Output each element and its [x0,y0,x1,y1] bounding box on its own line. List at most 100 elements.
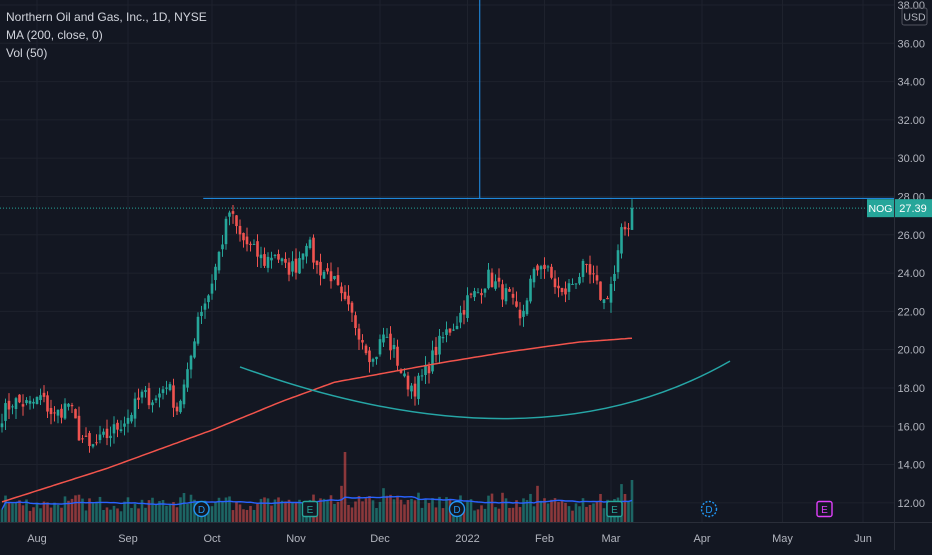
candle[interactable] [172,378,175,417]
candle[interactable] [410,383,413,399]
candle[interactable] [378,334,382,357]
currency-box[interactable] [901,7,928,26]
candle[interactable] [546,264,550,272]
earnings-marker[interactable]: E [606,500,623,518]
candle[interactable] [133,392,137,428]
candle[interactable] [385,328,389,338]
candle[interactable] [42,385,46,403]
candle[interactable] [46,391,49,419]
candle[interactable] [88,430,91,453]
candle[interactable] [448,328,452,336]
candle[interactable] [200,305,203,324]
candle[interactable] [553,270,557,294]
candle[interactable] [375,356,378,365]
candle[interactable] [564,281,567,303]
candle[interactable] [382,327,385,348]
dividend-marker[interactable]: D [700,500,718,518]
candle[interactable] [343,285,347,301]
candle[interactable] [266,252,270,273]
candle[interactable] [154,395,158,403]
candle[interactable] [497,268,501,288]
candle[interactable] [312,234,315,270]
candle[interactable] [399,368,403,374]
candle[interactable] [7,393,11,420]
candle[interactable] [455,316,459,330]
candle[interactable] [210,274,214,300]
candle[interactable] [350,300,354,322]
candle[interactable] [11,404,14,415]
candle[interactable] [424,356,427,384]
candle[interactable] [84,427,88,437]
candle[interactable] [392,337,396,358]
candle[interactable] [231,204,235,224]
candle[interactable] [259,246,263,269]
candle[interactable] [522,304,525,327]
candle[interactable] [130,412,133,424]
candle[interactable] [595,265,599,285]
candle[interactable] [368,347,371,373]
earnings-marker[interactable]: E [301,500,319,518]
candle[interactable] [326,263,329,275]
candle[interactable] [158,387,161,408]
candle[interactable] [627,222,630,237]
candle[interactable] [578,272,581,286]
candle[interactable] [389,326,392,360]
candle[interactable] [245,227,249,252]
candle[interactable] [487,263,490,290]
candle[interactable] [494,274,497,291]
candle[interactable] [21,394,25,416]
candle[interactable] [238,219,242,242]
candle[interactable] [592,265,595,284]
candle[interactable] [119,420,123,433]
candle[interactable] [56,409,60,424]
candle[interactable] [462,300,466,325]
candle[interactable] [319,253,322,286]
candle[interactable] [308,236,312,250]
candle[interactable] [438,329,441,364]
candle[interactable] [165,380,168,395]
candle[interactable] [217,250,221,274]
candle[interactable] [406,371,410,397]
candle[interactable] [161,385,165,400]
candle[interactable] [417,372,420,405]
candle[interactable] [137,388,140,410]
candle[interactable] [189,354,193,379]
candle[interactable] [539,264,543,280]
candle[interactable] [623,221,627,236]
candle[interactable] [441,331,445,343]
candle[interactable] [147,382,151,410]
candle[interactable] [186,362,189,392]
candle[interactable] [112,416,116,444]
candle[interactable] [291,251,294,277]
candle[interactable] [0,413,4,433]
candle[interactable] [196,312,200,346]
legend-ma[interactable]: MA (200, close, 0) [6,28,103,42]
candle[interactable] [74,408,77,419]
candle[interactable] [490,268,494,288]
candle[interactable] [501,279,504,307]
candle[interactable] [361,334,364,350]
candle[interactable] [140,389,144,404]
candle[interactable] [420,369,424,381]
candle[interactable] [581,258,585,283]
candle[interactable] [207,294,210,309]
candle[interactable] [25,397,28,406]
candle[interactable] [630,199,634,231]
candle[interactable] [49,399,53,425]
candle[interactable] [249,241,252,252]
candle[interactable] [32,398,35,409]
candle[interactable] [60,404,63,424]
candle[interactable] [480,288,483,304]
candle[interactable] [70,402,74,413]
candle[interactable] [445,321,448,343]
candle[interactable] [322,269,326,280]
candle[interactable] [508,286,511,292]
candle[interactable] [179,399,182,414]
candle[interactable] [504,283,508,305]
candle[interactable] [77,406,81,441]
candle[interactable] [35,396,39,405]
candle[interactable] [224,216,228,250]
candle[interactable] [144,386,147,398]
candle[interactable] [469,292,473,299]
candle[interactable] [585,263,588,273]
